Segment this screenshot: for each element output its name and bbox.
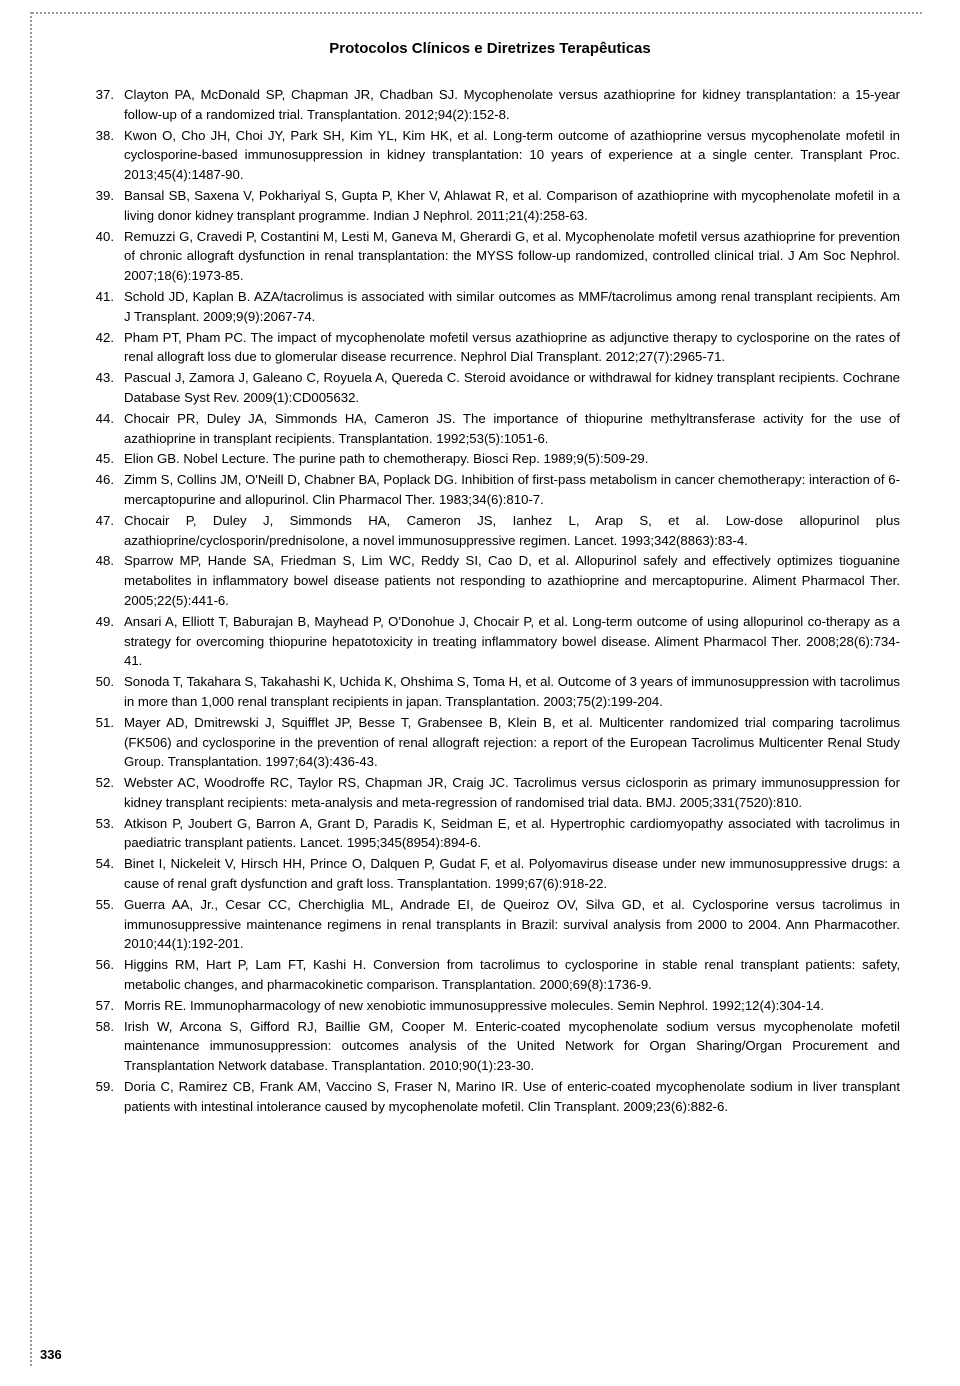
reference-item: 51.Mayer AD, Dmitrewski J, Squifflet JP,…	[80, 713, 900, 772]
reference-text: Doria C, Ramirez CB, Frank AM, Vaccino S…	[124, 1077, 900, 1117]
page-header-title: Protocolos Clínicos e Diretrizes Terapêu…	[80, 40, 900, 57]
reference-text: Ansari A, Elliott T, Baburajan B, Mayhea…	[124, 612, 900, 671]
reference-item: 37.Clayton PA, McDonald SP, Chapman JR, …	[80, 85, 900, 125]
reference-item: 50.Sonoda T, Takahara S, Takahashi K, Uc…	[80, 672, 900, 712]
reference-item: 49.Ansari A, Elliott T, Baburajan B, May…	[80, 612, 900, 671]
reference-number: 46.	[80, 470, 124, 510]
reference-text: Sparrow MP, Hande SA, Friedman S, Lim WC…	[124, 551, 900, 610]
reference-item: 46.Zimm S, Collins JM, O'Neill D, Chabne…	[80, 470, 900, 510]
reference-text: Atkison P, Joubert G, Barron A, Grant D,…	[124, 814, 900, 854]
reference-number: 52.	[80, 773, 124, 813]
reference-text: Pascual J, Zamora J, Galeano C, Royuela …	[124, 368, 900, 408]
reference-number: 57.	[80, 996, 124, 1016]
reference-number: 48.	[80, 551, 124, 610]
reference-text: Remuzzi G, Cravedi P, Costantini M, Lest…	[124, 227, 900, 286]
reference-text: Bansal SB, Saxena V, Pokhariyal S, Gupta…	[124, 186, 900, 226]
reference-text: Pham PT, Pham PC. The impact of mycophen…	[124, 328, 900, 368]
reference-item: 45.Elion GB. Nobel Lecture. The purine p…	[80, 449, 900, 469]
reference-text: Elion GB. Nobel Lecture. The purine path…	[124, 449, 900, 469]
reference-text: Zimm S, Collins JM, O'Neill D, Chabner B…	[124, 470, 900, 510]
reference-number: 44.	[80, 409, 124, 449]
reference-text: Chocair PR, Duley JA, Simmonds HA, Camer…	[124, 409, 900, 449]
reference-number: 42.	[80, 328, 124, 368]
reference-number: 50.	[80, 672, 124, 712]
reference-item: 56.Higgins RM, Hart P, Lam FT, Kashi H. …	[80, 955, 900, 995]
reference-text: Irish W, Arcona S, Gifford RJ, Baillie G…	[124, 1017, 900, 1076]
reference-item: 52.Webster AC, Woodroffe RC, Taylor RS, …	[80, 773, 900, 813]
reference-text: Chocair P, Duley J, Simmonds HA, Cameron…	[124, 511, 900, 551]
reference-item: 59.Doria C, Ramirez CB, Frank AM, Vaccin…	[80, 1077, 900, 1117]
reference-number: 47.	[80, 511, 124, 551]
reference-text: Morris RE. Immunopharmacology of new xen…	[124, 996, 900, 1016]
reference-text: Guerra AA, Jr., Cesar CC, Cherchiglia ML…	[124, 895, 900, 954]
reference-text: Sonoda T, Takahara S, Takahashi K, Uchid…	[124, 672, 900, 712]
reference-number: 59.	[80, 1077, 124, 1117]
reference-number: 41.	[80, 287, 124, 327]
reference-text: Higgins RM, Hart P, Lam FT, Kashi H. Con…	[124, 955, 900, 995]
reference-number: 37.	[80, 85, 124, 125]
reference-number: 38.	[80, 126, 124, 185]
reference-text: Binet I, Nickeleit V, Hirsch HH, Prince …	[124, 854, 900, 894]
page-dotted-border	[30, 12, 32, 1366]
reference-item: 54.Binet I, Nickeleit V, Hirsch HH, Prin…	[80, 854, 900, 894]
reference-number: 43.	[80, 368, 124, 408]
document-page: Protocolos Clínicos e Diretrizes Terapêu…	[0, 0, 960, 1386]
reference-item: 44.Chocair PR, Duley JA, Simmonds HA, Ca…	[80, 409, 900, 449]
reference-item: 40.Remuzzi G, Cravedi P, Costantini M, L…	[80, 227, 900, 286]
page-number: 336	[40, 1347, 62, 1362]
reference-number: 45.	[80, 449, 124, 469]
reference-item: 58.Irish W, Arcona S, Gifford RJ, Bailli…	[80, 1017, 900, 1076]
reference-number: 40.	[80, 227, 124, 286]
reference-number: 51.	[80, 713, 124, 772]
reference-number: 39.	[80, 186, 124, 226]
reference-number: 58.	[80, 1017, 124, 1076]
reference-item: 42.Pham PT, Pham PC. The impact of mycop…	[80, 328, 900, 368]
reference-list: 37.Clayton PA, McDonald SP, Chapman JR, …	[80, 85, 900, 1117]
reference-number: 54.	[80, 854, 124, 894]
reference-text: Mayer AD, Dmitrewski J, Squifflet JP, Be…	[124, 713, 900, 772]
reference-number: 55.	[80, 895, 124, 954]
reference-text: Webster AC, Woodroffe RC, Taylor RS, Cha…	[124, 773, 900, 813]
reference-item: 57.Morris RE. Immunopharmacology of new …	[80, 996, 900, 1016]
reference-item: 39.Bansal SB, Saxena V, Pokhariyal S, Gu…	[80, 186, 900, 226]
reference-item: 48.Sparrow MP, Hande SA, Friedman S, Lim…	[80, 551, 900, 610]
reference-item: 55.Guerra AA, Jr., Cesar CC, Cherchiglia…	[80, 895, 900, 954]
reference-item: 38.Kwon O, Cho JH, Choi JY, Park SH, Kim…	[80, 126, 900, 185]
reference-text: Kwon O, Cho JH, Choi JY, Park SH, Kim YL…	[124, 126, 900, 185]
reference-item: 41.Schold JD, Kaplan B. AZA/tacrolimus i…	[80, 287, 900, 327]
reference-number: 56.	[80, 955, 124, 995]
reference-item: 47.Chocair P, Duley J, Simmonds HA, Came…	[80, 511, 900, 551]
reference-item: 53.Atkison P, Joubert G, Barron A, Grant…	[80, 814, 900, 854]
reference-item: 43.Pascual J, Zamora J, Galeano C, Royue…	[80, 368, 900, 408]
reference-text: Schold JD, Kaplan B. AZA/tacrolimus is a…	[124, 287, 900, 327]
reference-number: 49.	[80, 612, 124, 671]
reference-text: Clayton PA, McDonald SP, Chapman JR, Cha…	[124, 85, 900, 125]
reference-number: 53.	[80, 814, 124, 854]
